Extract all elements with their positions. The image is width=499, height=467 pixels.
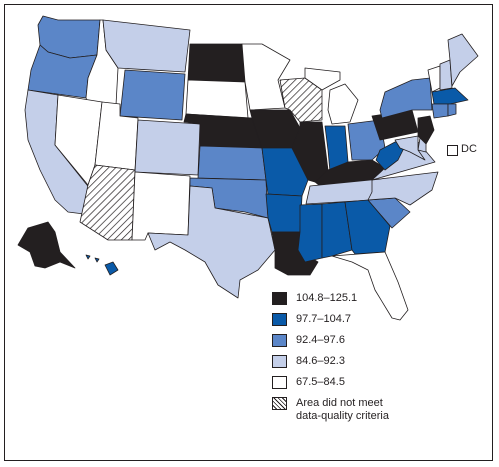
legend-label: 92.4–97.6 [296,334,345,346]
state-NH [439,59,453,91]
legend-item: 104.8–125.1 [272,290,472,311]
state-MD [394,135,426,161]
state-IL [291,121,329,183]
state-MN [241,43,291,111]
legend-item: 67.5–84.5 [272,374,472,395]
legend-swatch [272,334,287,347]
dc-marker [447,145,458,156]
state-TX [147,185,276,299]
legend-item: 97.7–104.7 [272,311,472,332]
state-RI [447,103,457,117]
dc-label: DC [461,143,477,155]
legend-swatch [272,313,287,326]
state-CO [134,119,201,176]
map-frame [4,4,493,461]
state-ND [187,43,246,83]
legend-label: 97.7–104.7 [296,313,352,325]
legend-item: Area did not meet data-quality criteria [272,395,472,425]
state-AL [321,201,353,259]
state-NM [131,171,191,241]
state-FL [331,251,409,321]
state-CT [431,103,449,119]
state-AR [265,193,303,233]
legend: 104.8–125.1 97.7–104.7 92.4–97.6 84.6–92… [272,290,472,425]
state-HI [85,254,119,276]
legend-swatch [272,355,287,368]
legend-swatch-hatch [272,397,287,410]
state-NY [379,77,433,119]
legend-swatch [272,376,287,389]
state-MI [304,67,359,125]
legend-label: Area did not meet [296,397,383,409]
state-WY [119,69,186,121]
state-ME [447,33,479,87]
state-NC [367,171,439,206]
state-MT [102,19,191,73]
legend-label: 104.8–125.1 [296,292,358,304]
state-AK [17,221,76,269]
state-DE [417,137,427,153]
legend-item: 84.6–92.3 [272,353,472,374]
state-KS [197,145,267,181]
legend-label: 84.6–92.3 [296,355,345,367]
legend-swatch [272,292,287,305]
state-SD [185,79,249,119]
state-NJ [417,115,435,145]
legend-item: 92.4–97.6 [272,332,472,353]
state-MA [431,87,469,105]
legend-label-line2: data-quality criteria [296,410,389,422]
state-MS [297,203,323,263]
legend-label: 67.5–84.5 [296,376,345,388]
